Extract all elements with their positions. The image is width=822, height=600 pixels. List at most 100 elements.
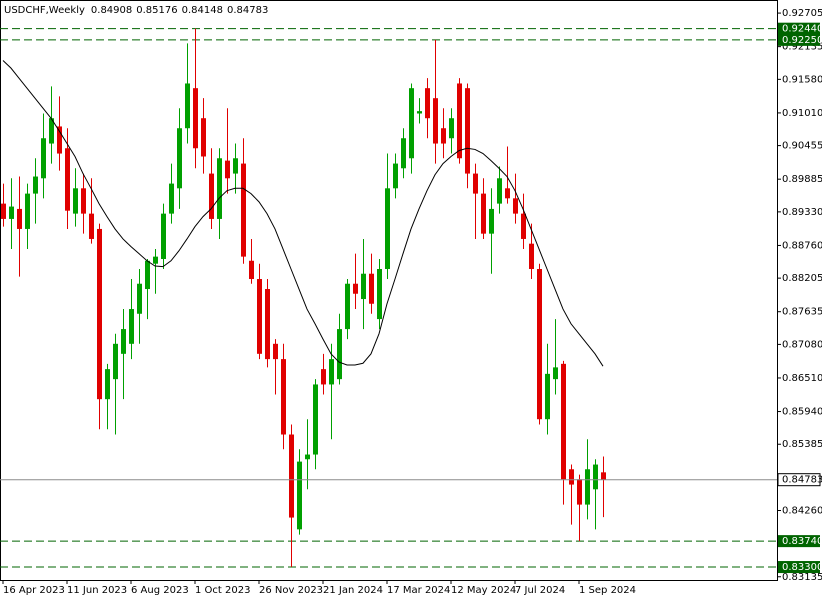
candle-body [73, 188, 78, 214]
candle-body [569, 469, 574, 485]
candle-body [353, 283, 358, 294]
plot-frame [0, 0, 778, 581]
y-tick-label: 0.87635 [782, 307, 822, 318]
x-tick-label: 17 Mar 2024 [387, 585, 450, 596]
candle-body [401, 138, 406, 169]
candle-body [185, 83, 190, 129]
candle-body [33, 176, 38, 194]
x-tick-label: 7 Jul 2024 [515, 585, 565, 596]
y-tick-label: 0.91010 [782, 108, 822, 119]
candle-body [113, 343, 118, 380]
candle-body [313, 384, 318, 455]
y-tick-label: 0.83135 [782, 572, 822, 583]
candle-body [241, 163, 246, 257]
candle-body [1, 203, 6, 219]
level-label: 0.92250 [782, 35, 822, 46]
candle-body [321, 369, 326, 385]
candle-body [505, 188, 510, 199]
chart-title: USDCHF,Weekly [4, 5, 85, 16]
candle-body [601, 472, 606, 480]
candle-body [457, 83, 462, 159]
candle-body [161, 213, 166, 259]
candle-body [305, 454, 310, 460]
moving-average [2, 60, 604, 367]
candle-body [593, 464, 598, 490]
candle-body [193, 88, 198, 149]
header-close: 0.84783 [227, 5, 268, 16]
candle-body [177, 128, 182, 189]
level-label: 0.83300 [782, 562, 822, 573]
candle-body [553, 367, 558, 380]
x-tick-label: 26 Nov 2023 [259, 585, 323, 596]
candle-body [169, 183, 174, 214]
candle-body [233, 158, 238, 174]
candle-body [105, 369, 110, 400]
candle-body [529, 243, 534, 270]
candle-body [249, 260, 254, 280]
current-price-box [777, 473, 821, 487]
y-tick-label: 0.92135 [782, 42, 822, 53]
level-box [778, 33, 820, 46]
x-tick-label: 6 Aug 2023 [131, 585, 189, 596]
candle-body [25, 193, 30, 229]
candle-body [209, 173, 214, 219]
candle-body [385, 188, 390, 270]
x-tick-label: 21 Jan 2024 [323, 585, 383, 596]
candle-body [433, 98, 438, 144]
candle-body [217, 158, 222, 219]
chart-header: USDCHF,Weekly 0.84908 0.85176 0.84148 0.8478… [4, 5, 268, 16]
candle-body [449, 118, 454, 139]
candle-body [9, 206, 14, 219]
candle-body [129, 309, 134, 344]
y-tick-label: 0.85385 [782, 439, 822, 450]
candle-body [481, 193, 486, 234]
level-label: 0.92440 [782, 24, 822, 35]
candle-body [57, 126, 62, 154]
y-tick-label: 0.90455 [782, 141, 822, 152]
y-tick-label: 0.86510 [782, 373, 822, 384]
candle-body [561, 363, 566, 480]
candle-body [17, 208, 22, 229]
candle-body [145, 260, 150, 290]
candle-body [281, 359, 286, 435]
candle-body [265, 289, 270, 360]
candle-body [577, 479, 582, 505]
candle-body [65, 148, 70, 211]
candle-body [473, 173, 478, 194]
x-tick-label: 1 Oct 2023 [195, 585, 250, 596]
candle-body [409, 88, 414, 159]
candle-body [225, 160, 230, 179]
candle-body [41, 138, 46, 179]
candle-body [49, 118, 54, 144]
candle-body [329, 359, 334, 385]
candle-body [545, 373, 550, 420]
x-tick-label: 16 Apr 2023 [3, 585, 65, 596]
y-tick-label: 0.87080 [782, 339, 822, 350]
y-tick-label: 0.89885 [782, 174, 822, 185]
level-box [778, 561, 820, 574]
candle-body [289, 434, 294, 518]
candle-body [81, 188, 86, 214]
level-box [778, 22, 820, 35]
candle-body [513, 198, 518, 214]
candle-body [273, 343, 278, 360]
candle-body [257, 279, 262, 354]
candle-body [89, 213, 94, 239]
candle-body [297, 461, 302, 530]
header-high: 0.85176 [136, 5, 177, 16]
candle-body [489, 208, 494, 234]
candle-body [137, 283, 142, 314]
candle-body [537, 269, 542, 420]
candle-body [425, 88, 430, 119]
x-tick-label: 12 May 2024 [451, 585, 516, 596]
header-open: 0.84908 [91, 5, 132, 16]
y-tick-label: 0.88205 [782, 273, 822, 284]
candle-body [361, 273, 366, 300]
candle-body [417, 111, 422, 114]
current-price-label: 0.84783 [782, 475, 822, 486]
y-tick-label: 0.88760 [782, 240, 822, 251]
candle-body [465, 88, 470, 174]
y-tick-label: 0.92705 [782, 8, 822, 19]
y-tick-label: 0.84260 [782, 505, 822, 516]
